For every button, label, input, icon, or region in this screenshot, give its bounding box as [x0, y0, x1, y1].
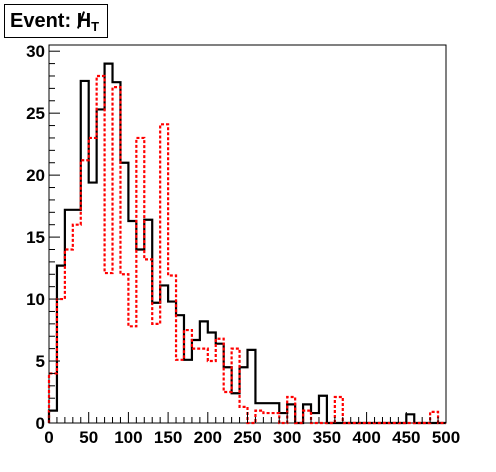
y-tick-label: 20: [26, 166, 45, 185]
x-tick-label: 0: [44, 428, 53, 447]
x-tick-label: 400: [352, 428, 380, 447]
y-tick-label: 25: [26, 104, 45, 123]
series-2-histogram: [47, 74, 446, 425]
y-tick-label: 10: [26, 290, 45, 309]
y-tick-label: 5: [36, 352, 45, 371]
y-tick-label: 15: [26, 228, 45, 247]
x-tick-label: 450: [392, 428, 420, 447]
y-tick-label: 0: [36, 414, 45, 433]
title-symbol: H: [76, 10, 92, 32]
title-subscript: T: [91, 19, 100, 34]
x-tick-label: 100: [114, 428, 142, 447]
x-tick-label: 300: [273, 428, 301, 447]
x-tick-label: 350: [313, 428, 341, 447]
x-tick-label: 500: [432, 428, 460, 447]
x-tick-label: 50: [79, 428, 98, 447]
x-tick-label: 250: [233, 428, 261, 447]
x-tick-label: 150: [154, 428, 182, 447]
series-1-histogram: [47, 62, 446, 425]
title-prefix: Event:: [10, 10, 77, 32]
y-tick-label: 30: [26, 42, 45, 61]
x-tick-label: 200: [194, 428, 222, 447]
